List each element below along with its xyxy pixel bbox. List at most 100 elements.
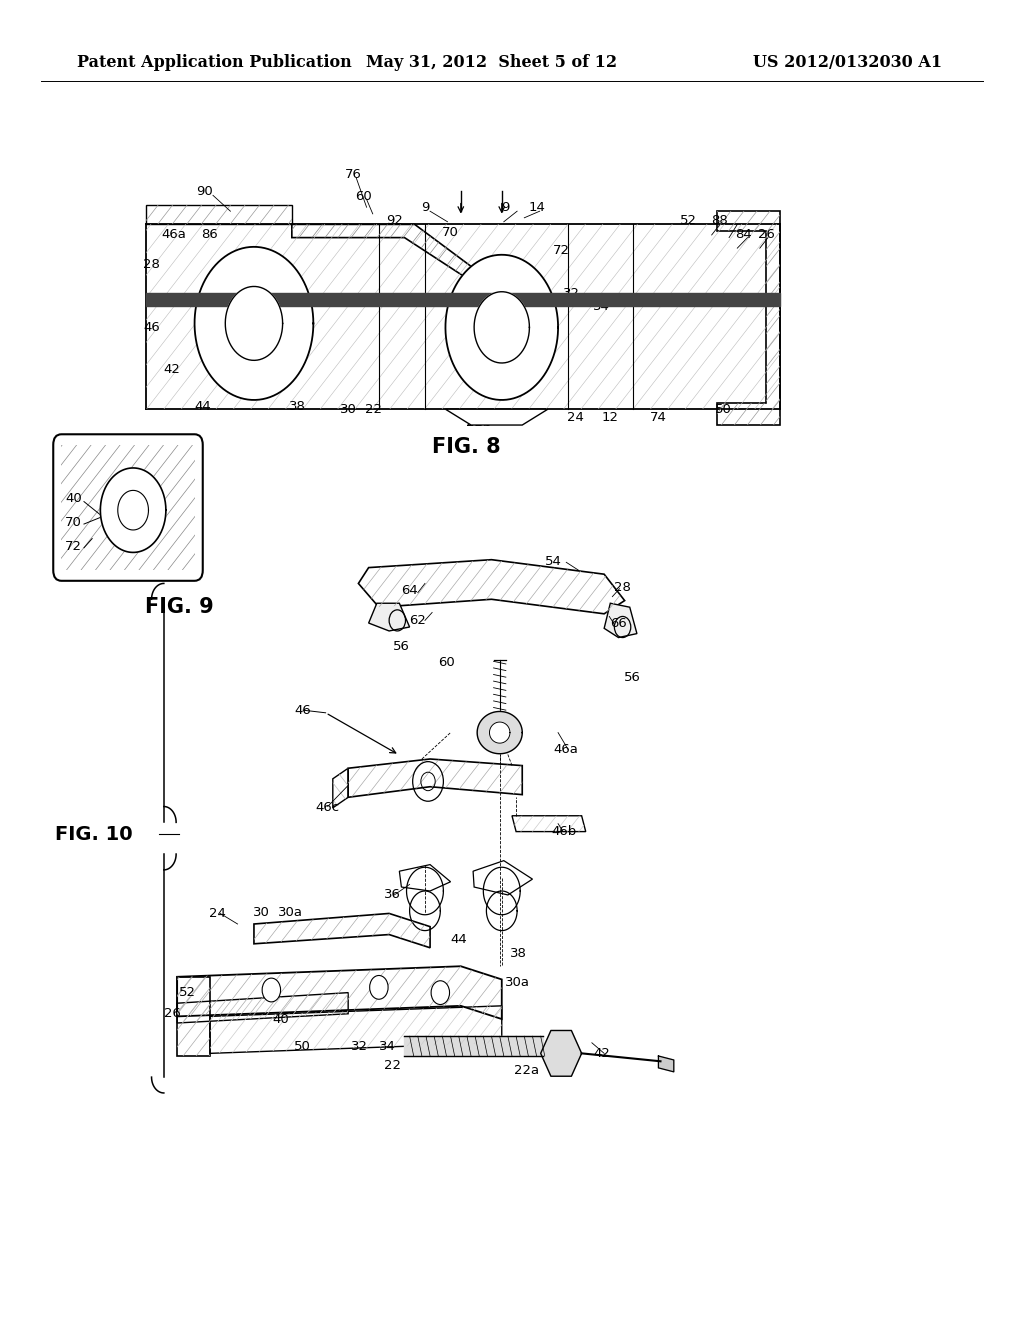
Text: 66: 66 [610,616,627,630]
Text: 46a: 46a [162,228,186,242]
Polygon shape [333,768,348,808]
Text: FIG. 10: FIG. 10 [55,825,133,843]
Text: 46a: 46a [554,743,579,756]
Text: 60: 60 [355,190,372,203]
Text: 22: 22 [366,403,382,416]
Text: 38: 38 [289,400,305,413]
Text: 34: 34 [593,300,609,313]
Text: 32: 32 [351,1040,368,1053]
Polygon shape [100,469,166,552]
Text: 12: 12 [602,411,618,424]
Polygon shape [254,913,430,948]
Polygon shape [177,966,502,1019]
Polygon shape [100,469,166,552]
Polygon shape [512,816,586,832]
Text: 42: 42 [164,363,180,376]
Text: 44: 44 [195,400,211,413]
Text: 86: 86 [202,228,218,242]
Text: 32: 32 [563,286,580,300]
Text: 46b: 46b [552,825,577,838]
Text: 46: 46 [295,704,311,717]
Text: 56: 56 [625,671,641,684]
Text: 44: 44 [451,933,467,946]
Text: 72: 72 [66,540,82,553]
Polygon shape [658,1056,674,1072]
Text: 70: 70 [66,516,82,529]
Text: 28: 28 [614,581,631,594]
Text: 22: 22 [384,1059,400,1072]
Text: 30: 30 [253,906,269,919]
Polygon shape [445,255,558,400]
Text: 64: 64 [401,583,418,597]
Text: 92: 92 [386,214,402,227]
Text: 36: 36 [384,888,400,902]
Text: 70: 70 [442,226,459,239]
Text: 88: 88 [712,214,728,227]
Text: 9: 9 [501,201,509,214]
Text: US 2012/0132030 A1: US 2012/0132030 A1 [753,54,942,70]
Text: 60: 60 [438,656,455,669]
Text: 40: 40 [66,492,82,506]
Polygon shape [210,1006,502,1053]
Polygon shape [604,603,637,638]
Polygon shape [195,247,313,400]
Text: 22a: 22a [514,1064,539,1077]
Text: 50: 50 [715,403,731,416]
Text: 76: 76 [345,168,361,181]
Text: 38: 38 [510,946,526,960]
Polygon shape [489,722,510,743]
Text: 24: 24 [567,411,584,424]
Polygon shape [177,977,210,1056]
Polygon shape [225,286,283,360]
Polygon shape [146,205,292,224]
Text: Patent Application Publication: Patent Application Publication [77,54,351,70]
Text: 42: 42 [594,1047,610,1060]
Text: 30a: 30a [279,906,303,919]
Text: 24: 24 [209,907,225,920]
Text: 52: 52 [680,214,696,227]
Circle shape [262,978,281,1002]
Text: 22b: 22b [467,416,492,429]
Text: 72: 72 [553,244,569,257]
Polygon shape [358,560,625,614]
Text: FIG. 9: FIG. 9 [144,597,214,618]
Text: 74: 74 [650,411,667,424]
Text: 62: 62 [410,614,426,627]
Polygon shape [146,224,780,409]
FancyBboxPatch shape [53,434,203,581]
Polygon shape [445,409,548,425]
Text: 50: 50 [294,1040,310,1053]
Text: 14: 14 [528,201,545,214]
Circle shape [431,981,450,1005]
Polygon shape [445,255,558,400]
Text: 84: 84 [735,228,752,242]
Polygon shape [118,491,148,529]
Text: 52: 52 [179,986,196,999]
Text: 46b: 46b [150,294,174,308]
Polygon shape [195,247,313,400]
Text: 30a: 30a [505,975,529,989]
Text: 90: 90 [197,185,213,198]
Polygon shape [717,211,780,425]
Text: May 31, 2012  Sheet 5 of 12: May 31, 2012 Sheet 5 of 12 [366,54,617,70]
Text: 26: 26 [758,228,774,242]
Text: 34: 34 [379,1040,395,1053]
Polygon shape [477,711,522,754]
Text: 30: 30 [340,403,356,416]
Polygon shape [348,759,522,797]
Text: 9: 9 [421,201,429,214]
Polygon shape [474,292,529,363]
Polygon shape [177,993,348,1023]
Text: FIG. 8: FIG. 8 [431,437,501,457]
Text: 54: 54 [545,556,561,568]
Text: 46: 46 [143,321,160,334]
Polygon shape [292,224,507,293]
Polygon shape [541,1031,582,1076]
Text: 40: 40 [272,1012,289,1026]
Polygon shape [61,445,195,570]
Text: 56: 56 [393,640,410,653]
Circle shape [370,975,388,999]
Text: 26: 26 [164,1007,180,1020]
Text: 46c: 46c [315,801,340,814]
Text: 28: 28 [143,257,160,271]
